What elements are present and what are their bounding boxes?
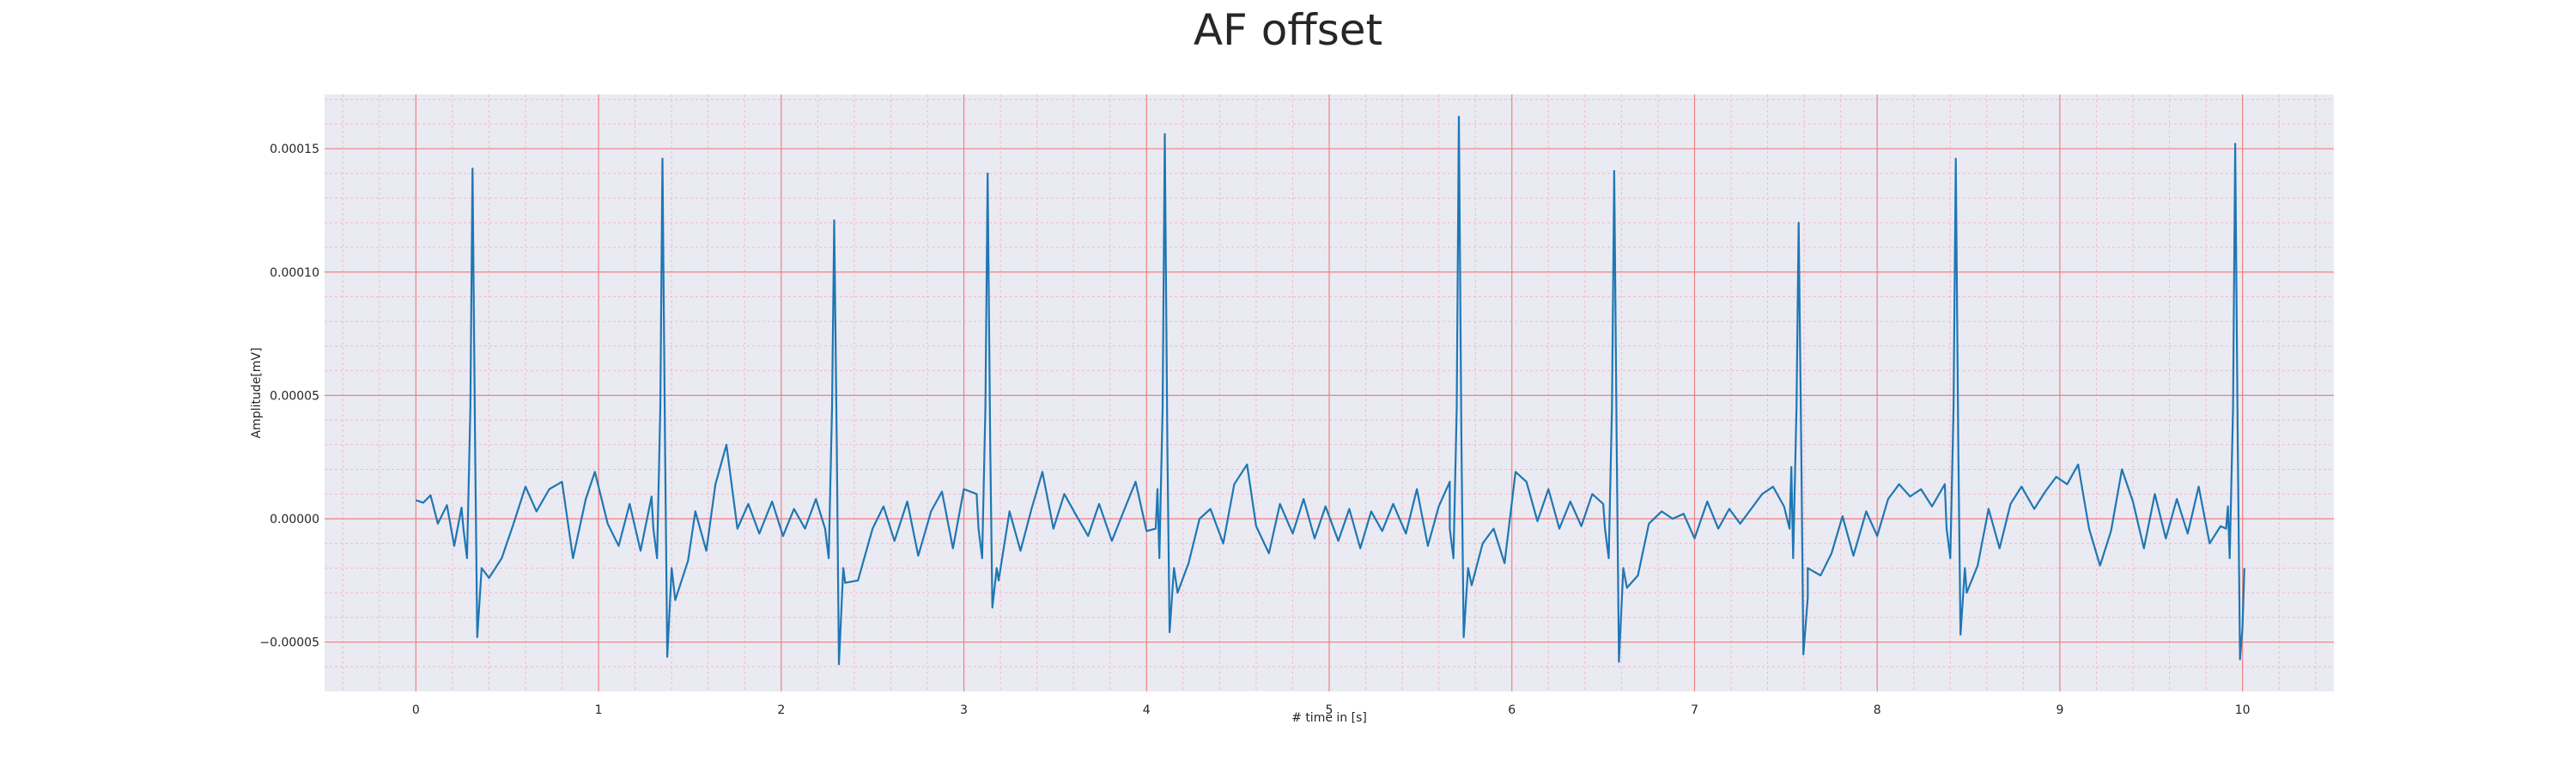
y-axis-label: Amplitude[mV]: [250, 348, 264, 439]
y-tick-labels: −0.00005 0.00000 0.00005 0.00010 0.00015: [259, 143, 319, 649]
x-tick-label: 0: [412, 703, 420, 717]
x-tick-label: 3: [960, 703, 968, 717]
x-tick-labels: 0 1 2 3 4 5 6 7 8 9 10: [412, 703, 2251, 717]
x-tick-label: 9: [2056, 703, 2063, 717]
y-tick-label: 0.00015: [270, 143, 319, 156]
x-tick-label: 1: [595, 703, 603, 717]
y-tick-label: −0.00005: [259, 636, 319, 650]
x-tick-label: 4: [1143, 703, 1151, 717]
x-tick-label: 6: [1508, 703, 1516, 717]
y-tick-label: 0.00010: [270, 266, 319, 280]
chart-title: AF offset: [1194, 5, 1382, 55]
series-line: [416, 115, 2245, 666]
x-axis-label: # time in [s]: [1291, 711, 1367, 725]
x-tick-label: 2: [777, 703, 785, 717]
x-tick-label: 5: [1326, 703, 1334, 717]
y-tick-label: 0.00005: [270, 389, 319, 403]
x-tick-label: 7: [1691, 703, 1698, 717]
x-tick-label: 8: [1874, 703, 1881, 717]
major-grid: [325, 94, 2334, 691]
y-tick-label: 0.00000: [270, 513, 319, 526]
minor-grid: [325, 94, 2334, 691]
x-tick-label: 10: [2235, 703, 2251, 717]
